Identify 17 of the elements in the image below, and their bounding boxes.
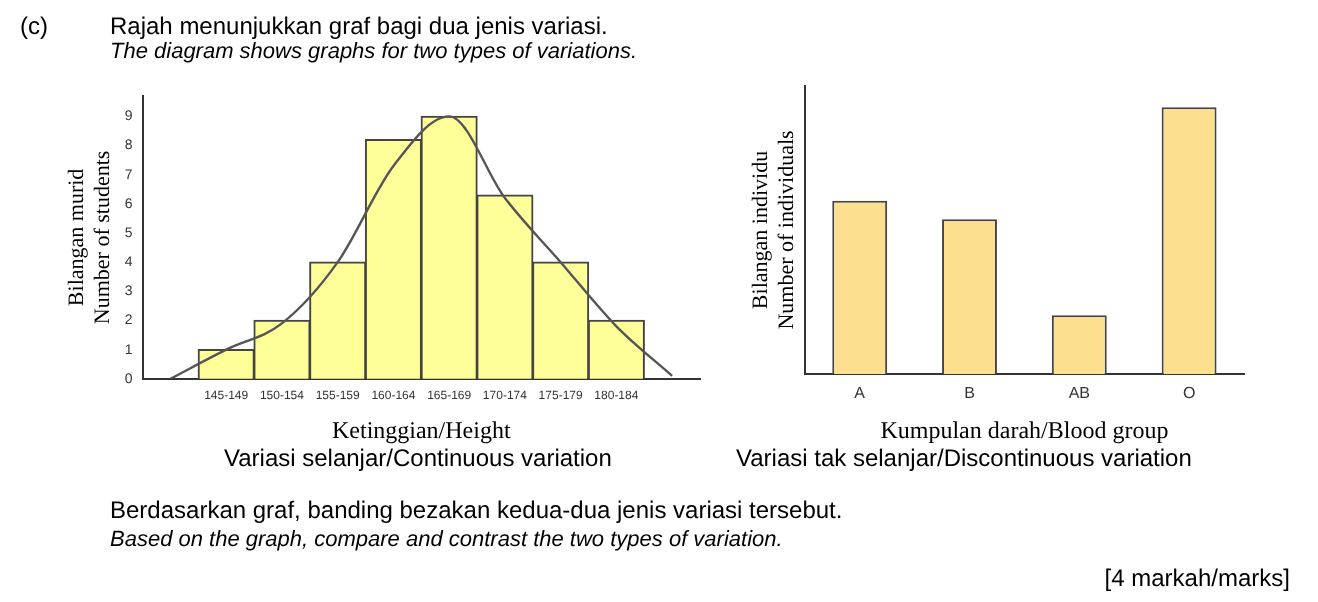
x-tick-label: A bbox=[854, 384, 867, 403]
x-tick-label: O bbox=[1182, 384, 1196, 403]
chart-subtitle: The diagram shows graphs for two types of variations. bbox=[110, 40, 638, 64]
text: Variasi selanjar/Continuous variation bbox=[224, 444, 612, 472]
text: (c) bbox=[20, 12, 48, 40]
y-axis-title: Bilangan individu Number of individuals bbox=[748, 130, 800, 330]
y-axis-title: Bilangan murid Number of students bbox=[64, 150, 116, 325]
text: Variasi tak selanjar/Discontinuous variation bbox=[736, 444, 1192, 472]
chart-title: Rajah menunjukkan graf bagi dua jenis variasi. bbox=[110, 12, 608, 40]
line-series bbox=[169, 115, 674, 379]
text: Based on the graph, compare and contrast the two types of variation. bbox=[110, 528, 783, 552]
text: [4 markah/marks] bbox=[1104, 564, 1290, 592]
x-tick-label: B bbox=[964, 384, 975, 403]
x-axis-title: Kumpulan darah/Blood group bbox=[880, 415, 1169, 444]
text: Berdasarkan graf, banding bezakan kedua-dua jenis variasi tersebut. bbox=[110, 496, 843, 524]
x-axis-title: Ketinggian/Height bbox=[331, 415, 512, 444]
x-tick-label: AB bbox=[1068, 384, 1090, 403]
